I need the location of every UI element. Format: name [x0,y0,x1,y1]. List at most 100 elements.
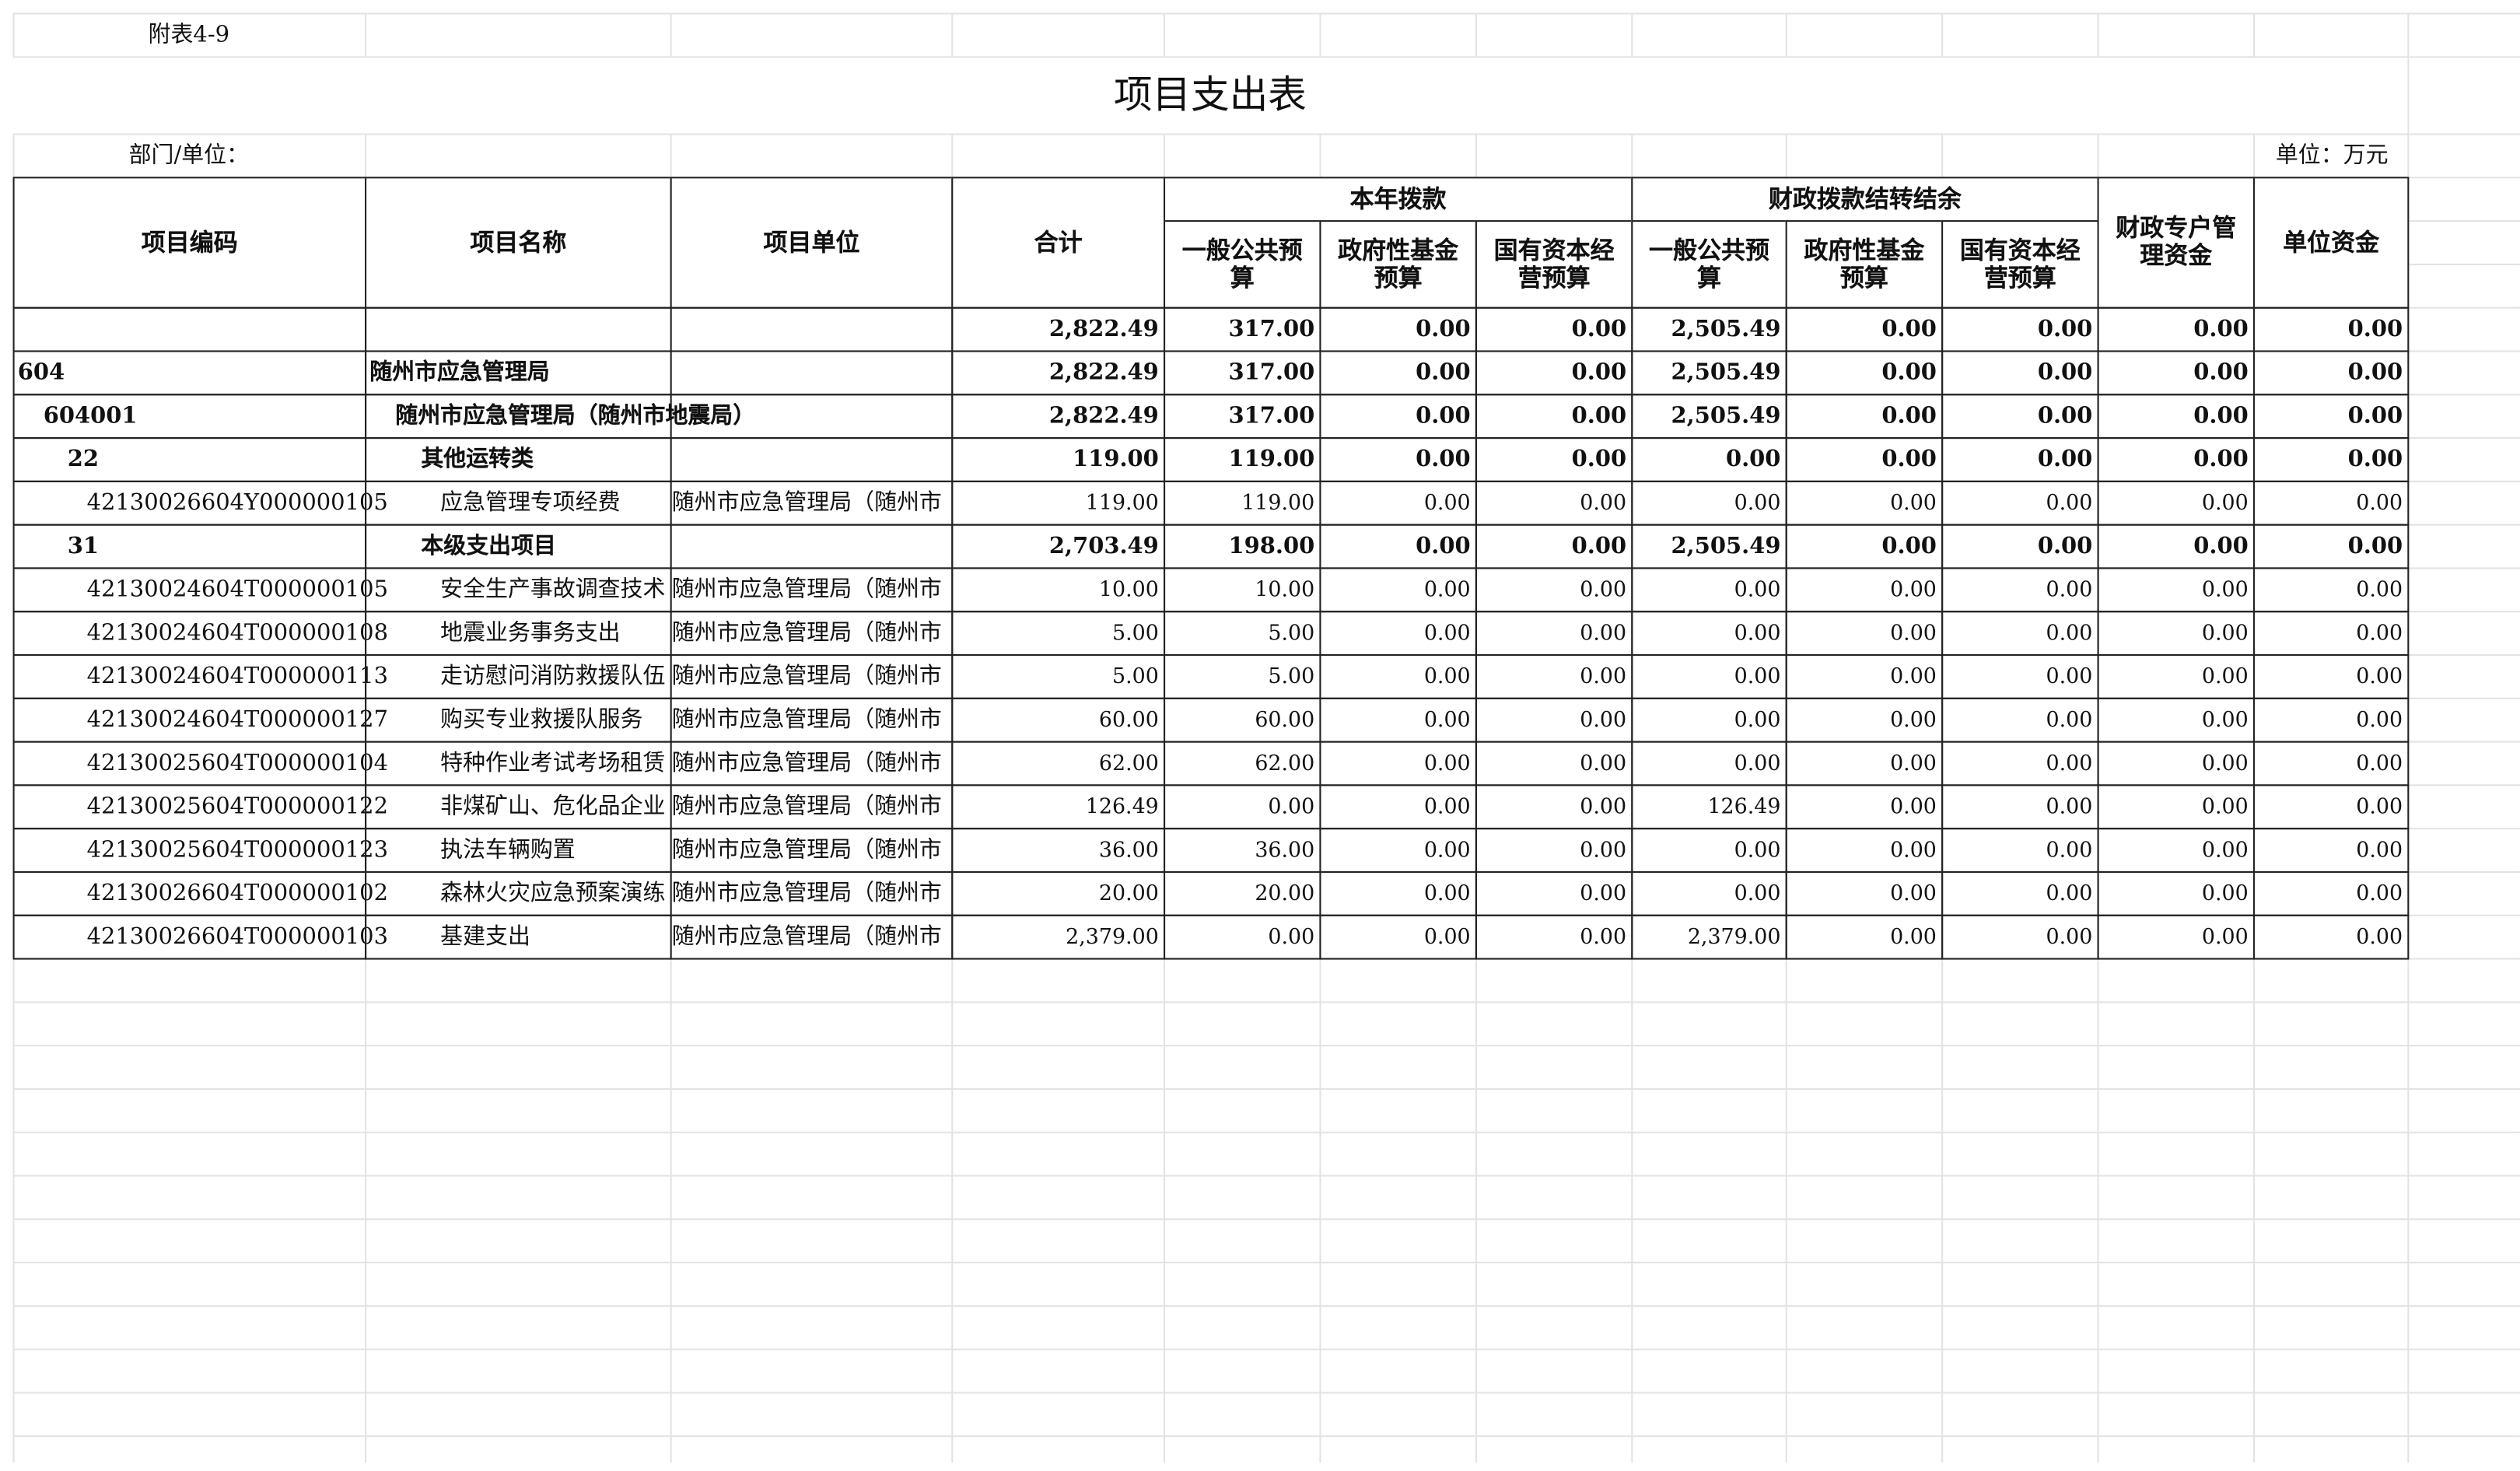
amount-cell: 2,822.49 [951,394,1165,439]
unit-cell [670,350,954,395]
name-cell: 安全生产事故调查技术 [365,567,672,612]
code-cell: 42130025604T000000122 [13,784,367,829]
code-cell: 42130024604T000000108 [13,611,367,656]
amount-cell: 0.00 [1941,307,2098,352]
amount-cell: 0.00 [1631,611,1787,656]
grid-line [13,1088,2520,1090]
amount-cell: 0.00 [1164,915,1321,960]
amount-cell: 0.00 [1941,481,2098,526]
grid-line [13,1435,2520,1437]
amount-cell: 2,379.00 [1631,915,1787,960]
amount-cell: 20.00 [1164,871,1321,916]
amount-cell: 0.00 [1786,871,1943,916]
column-header: 国有资本经营预算 [1941,220,2098,309]
grid-line [13,1392,2520,1393]
grid-line [13,1045,2520,1046]
amount-cell: 0.00 [1786,350,1943,395]
amount-cell: 0.00 [1319,524,1476,569]
amount-cell: 0.00 [1475,524,1633,569]
name-cell: 地震业务事务支出 [365,611,672,656]
amount-cell: 0.00 [1941,524,2098,569]
code-cell: 604 [13,350,367,395]
amount-cell: 0.00 [1631,481,1787,526]
amount-cell: 0.00 [1941,784,2098,829]
amount-cell: 317.00 [1164,394,1321,439]
amount-cell: 2,822.49 [951,307,1165,352]
unit-cell [670,307,954,352]
amount-cell: 0.00 [1475,350,1633,395]
amount-cell: 0.00 [2253,567,2409,612]
amount-cell: 0.00 [2098,350,2255,395]
amount-cell: 0.00 [1786,307,1943,352]
amount-cell: 0.00 [2253,828,2409,873]
amount-cell: 5.00 [1164,654,1321,699]
amount-cell: 0.00 [2253,350,2409,395]
column-header: 项目单位 [670,177,954,308]
amount-cell: 0.00 [1631,741,1787,786]
amount-cell: 0.00 [1319,828,1476,873]
column-header: 政府性基金预算 [1786,220,1943,309]
amount-cell: 0.00 [2253,784,2409,829]
amount-cell: 0.00 [1786,698,1943,743]
amount-cell: 62.00 [1164,741,1321,786]
amount-cell: 60.00 [951,698,1165,743]
code-cell: 42130026604T000000102 [13,871,367,916]
grid-line [13,13,2520,15]
amount-cell: 119.00 [951,481,1165,526]
amount-cell: 0.00 [1475,654,1633,699]
amount-cell: 0.00 [1786,654,1943,699]
column-header: 一般公共预算 [1631,220,1787,309]
amount-cell: 126.49 [1631,784,1787,829]
amount-cell: 0.00 [2098,611,2255,656]
amount-cell: 0.00 [2098,307,2255,352]
name-cell [365,307,672,352]
column-header: 国有资本经营预算 [1475,220,1633,309]
amount-cell: 119.00 [1164,437,1321,482]
amount-cell: 2,505.49 [1631,350,1787,395]
code-cell: 22 [13,437,367,482]
amount-cell: 5.00 [951,611,1165,656]
code-cell: 42130024604T000000105 [13,567,367,612]
code-cell: 42130025604T000000123 [13,828,367,873]
amount-cell: 2,505.49 [1631,524,1787,569]
grid-line [13,1132,2520,1133]
amount-cell: 0.00 [1475,567,1633,612]
amount-cell: 0.00 [2098,654,2255,699]
amount-cell: 0.00 [1941,611,2098,656]
name-cell: 其他运转类 [365,437,672,482]
amount-cell: 0.00 [1475,698,1633,743]
amount-cell: 0.00 [1941,741,2098,786]
code-cell: 42130026604Y000000105 [13,481,367,526]
code-cell: 42130024604T000000113 [13,654,367,699]
amount-cell: 0.00 [2098,915,2255,960]
unit-cell: 随州市应急管理局（随州市 [670,828,954,873]
amount-cell: 2,505.49 [1631,394,1787,439]
amount-cell: 0.00 [1475,394,1633,439]
amount-cell: 0.00 [1941,437,2098,482]
amount-cell: 0.00 [1319,611,1476,656]
unit-cell: 随州市应急管理局（随州市 [670,871,954,916]
amount-cell: 0.00 [1475,828,1633,873]
amount-cell: 0.00 [2098,741,2255,786]
amount-cell: 2,505.49 [1631,307,1787,352]
column-header: 一般公共预算 [1164,220,1321,309]
amount-cell: 0.00 [1319,698,1476,743]
amount-cell: 0.00 [2253,698,2409,743]
amount-cell: 10.00 [951,567,1165,612]
amount-cell: 0.00 [2253,741,2409,786]
column-header: 合计 [951,177,1165,308]
name-cell: 应急管理专项经费 [365,481,672,526]
amount-cell: 0.00 [1941,567,2098,612]
amount-cell: 0.00 [1786,611,1943,656]
amount-cell: 0.00 [1475,307,1633,352]
amount-cell: 0.00 [1941,828,2098,873]
amount-cell: 0.00 [1319,437,1476,482]
code-cell: 31 [13,524,367,569]
amount-cell: 0.00 [1319,915,1476,960]
amount-cell: 0.00 [2253,871,2409,916]
column-header: 单位资金 [2253,177,2409,308]
unit-cell [670,437,954,482]
grid-line [13,1349,2520,1350]
unit-cell: 随州市应急管理局（随州市 [670,611,954,656]
